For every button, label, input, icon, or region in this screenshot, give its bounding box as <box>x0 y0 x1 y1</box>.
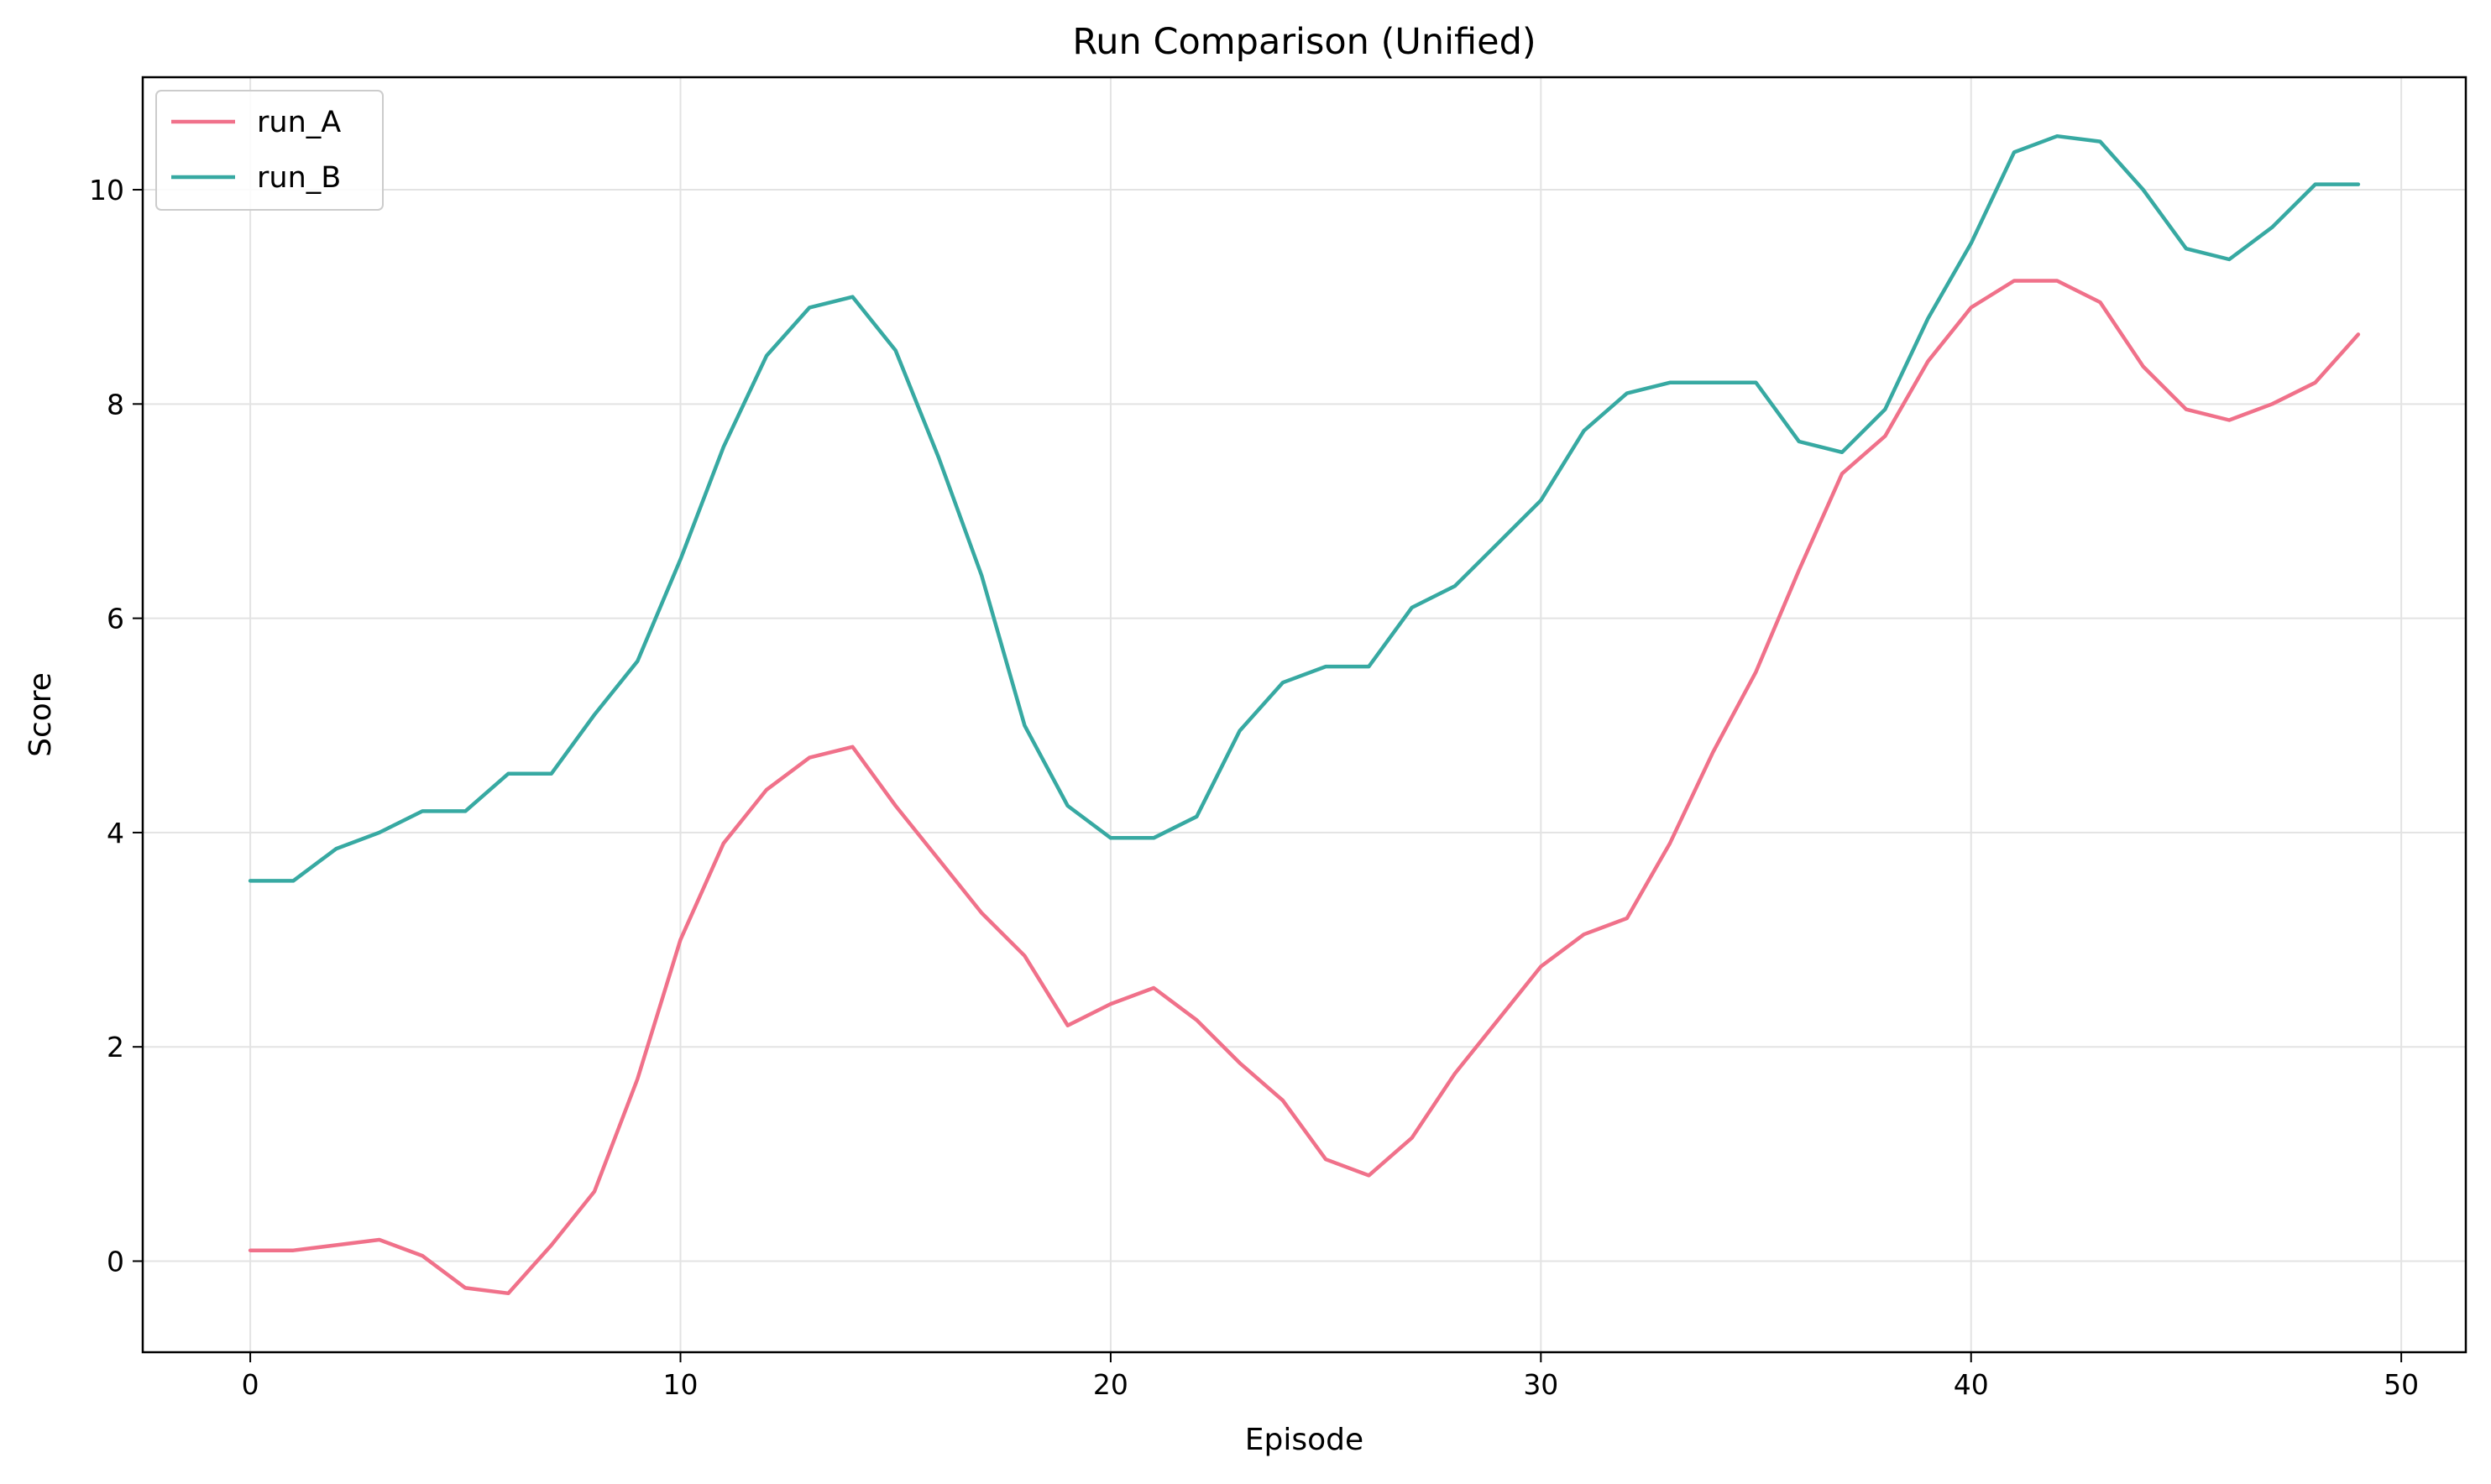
x-tick-label: 40 <box>1954 1368 1989 1401</box>
x-axis-label: Episode <box>1245 1423 1363 1457</box>
y-tick-label: 10 <box>89 174 124 206</box>
x-tick-label: 20 <box>1093 1368 1128 1401</box>
y-tick-label: 0 <box>107 1246 124 1278</box>
series-line-run_A <box>248 279 2361 1296</box>
grid-lines <box>143 77 2466 1352</box>
x-tick-label: 30 <box>1523 1368 1558 1401</box>
y-tick-label: 2 <box>107 1031 124 1063</box>
y-axis-label: Score <box>24 672 58 757</box>
axis-ticks: 0 10 20 30 40 50 0 2 4 6 8 10 <box>89 174 2419 1401</box>
x-tick-label: 0 <box>242 1368 259 1401</box>
series-line-run_B <box>248 133 2361 883</box>
legend-label: run_A <box>257 106 341 139</box>
legend-label: run_B <box>257 161 341 195</box>
x-tick-label: 10 <box>663 1368 699 1401</box>
series-lines <box>248 133 2361 1296</box>
y-tick-label: 8 <box>107 388 124 421</box>
y-tick-label: 4 <box>107 817 124 849</box>
y-tick-label: 6 <box>107 603 124 635</box>
plot-frame <box>141 76 2467 1354</box>
chart-title: Run Comparison (Unified) <box>1072 21 1536 63</box>
legend: run_A run_B <box>155 90 384 211</box>
x-tick-label: 50 <box>2384 1368 2419 1401</box>
